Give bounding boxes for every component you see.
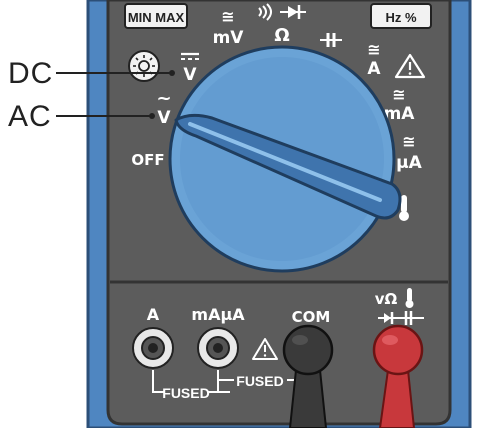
a-jack-label: A bbox=[147, 305, 160, 324]
vohm-temp-icon bbox=[405, 288, 414, 308]
vohm-diode-cap-icon bbox=[378, 311, 424, 325]
diode-icon bbox=[280, 5, 306, 19]
dc-symbol-icon bbox=[181, 52, 199, 60]
fused-label-2: FUSED bbox=[236, 373, 283, 389]
ac-callout-label: AC bbox=[8, 100, 52, 133]
temperature-icon bbox=[399, 195, 409, 221]
dc-volts-label: V bbox=[183, 65, 197, 85]
hz-button-label: Hz % bbox=[385, 10, 417, 25]
minmax-button-label: MIN MAX bbox=[128, 10, 185, 25]
fused-label-1: FUSED bbox=[162, 385, 209, 401]
warning-icon bbox=[394, 53, 426, 79]
ac-symbol: ~ bbox=[156, 88, 171, 109]
ma-jack-label: mAμA bbox=[191, 305, 245, 324]
amps-label: A bbox=[367, 59, 381, 79]
mv-label: mV bbox=[213, 28, 245, 48]
capacitance-icon bbox=[320, 33, 342, 47]
microamps-label: μA bbox=[396, 153, 423, 173]
hz-button[interactable]: Hz % bbox=[370, 3, 432, 29]
mv-symbol: ≅ bbox=[221, 7, 234, 26]
black-probe[interactable] bbox=[282, 324, 334, 428]
microamps-symbol: ≅ bbox=[402, 132, 415, 151]
minmax-button[interactable]: MIN MAX bbox=[124, 3, 188, 29]
dc-callout-label: DC bbox=[8, 57, 54, 90]
milliamps-label: mA bbox=[384, 104, 416, 124]
rotary-dial[interactable] bbox=[168, 45, 402, 273]
amps-symbol: ≅ bbox=[367, 40, 380, 59]
vohm-jack-label: vΩ bbox=[375, 290, 398, 308]
continuity-icon bbox=[258, 3, 272, 21]
com-jack-label: COM bbox=[292, 308, 331, 326]
ohm-label: Ω bbox=[274, 25, 289, 46]
backlight-button[interactable] bbox=[128, 50, 160, 82]
ac-volts-label: V bbox=[157, 108, 171, 128]
sun-icon bbox=[138, 60, 150, 72]
milliamps-symbol: ≅ bbox=[392, 85, 405, 104]
ac-callout-pointer bbox=[56, 113, 155, 119]
ma-jack[interactable] bbox=[197, 327, 239, 369]
red-probe[interactable] bbox=[372, 324, 424, 428]
a-jack[interactable] bbox=[132, 327, 174, 369]
jack-warning-icon bbox=[252, 338, 278, 360]
off-label: OFF bbox=[131, 151, 164, 169]
dc-callout-pointer bbox=[56, 70, 175, 76]
